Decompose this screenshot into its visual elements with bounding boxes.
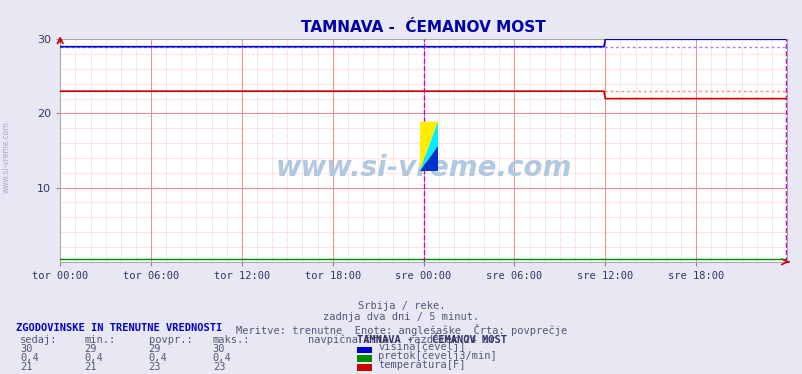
Text: 29: 29 (148, 344, 161, 354)
Text: min.:: min.: (84, 335, 115, 345)
Text: 0,4: 0,4 (84, 353, 103, 363)
Text: www.si-vreme.com: www.si-vreme.com (275, 154, 571, 183)
Text: 0,4: 0,4 (20, 353, 38, 363)
Text: temperatura[F]: temperatura[F] (378, 359, 465, 370)
Text: sedaj:: sedaj: (20, 335, 58, 345)
Text: povpr.:: povpr.: (148, 335, 192, 345)
Text: maks.:: maks.: (213, 335, 250, 345)
Polygon shape (419, 122, 438, 171)
Text: 23: 23 (148, 362, 161, 371)
Text: 30: 30 (20, 344, 33, 354)
Text: ZGODOVINSKE IN TRENUTNE VREDNOSTI: ZGODOVINSKE IN TRENUTNE VREDNOSTI (16, 323, 222, 333)
Text: 0,4: 0,4 (213, 353, 231, 363)
Text: 21: 21 (20, 362, 33, 371)
Text: 23: 23 (213, 362, 225, 371)
Polygon shape (419, 146, 438, 171)
Polygon shape (419, 122, 438, 171)
Text: 30: 30 (213, 344, 225, 354)
Text: 0,4: 0,4 (148, 353, 167, 363)
Text: Srbija / reke.: Srbija / reke. (358, 301, 444, 311)
Text: zadnja dva dni / 5 minut.: zadnja dva dni / 5 minut. (323, 312, 479, 322)
Text: 21: 21 (84, 362, 97, 371)
Text: www.si-vreme.com: www.si-vreme.com (2, 121, 11, 193)
Text: TAMNAVA -   ĆEMANOV MOST: TAMNAVA - ĆEMANOV MOST (357, 335, 507, 345)
Text: 29: 29 (84, 344, 97, 354)
Text: navpična črta - razdelek 24 ur: navpična črta - razdelek 24 ur (307, 335, 495, 345)
Text: Meritve: trenutne  Enote: anglešaške  Črta: povprečje: Meritve: trenutne Enote: anglešaške Črta… (236, 324, 566, 335)
Text: višina[čevelj]: višina[čevelj] (378, 342, 465, 352)
Text: pretok[čevelj3/min]: pretok[čevelj3/min] (378, 350, 496, 361)
Title: TAMNAVA -  ĆEMANOV MOST: TAMNAVA - ĆEMANOV MOST (301, 20, 545, 35)
